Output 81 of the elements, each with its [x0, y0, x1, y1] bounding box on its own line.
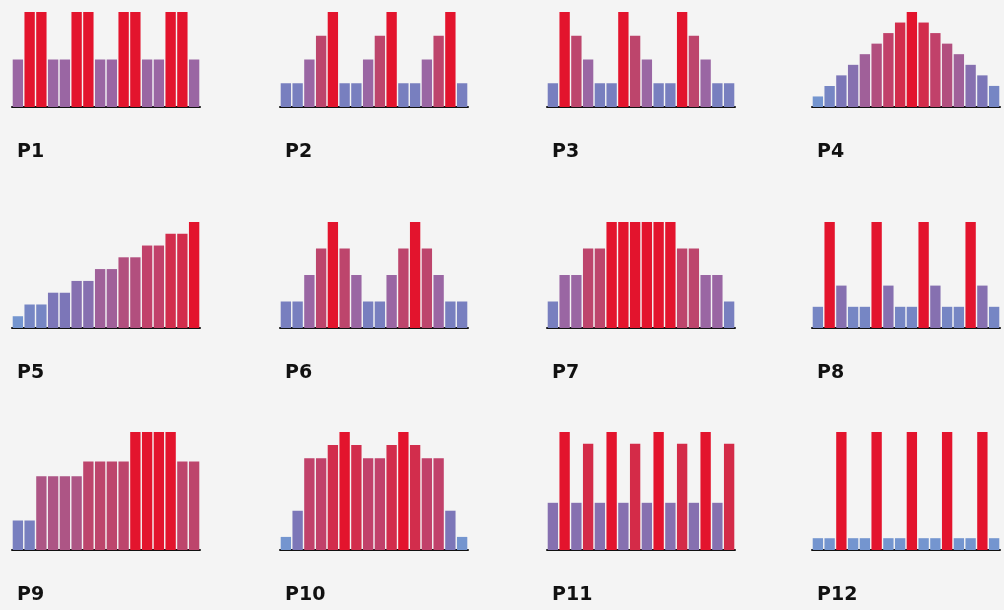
bar: [824, 85, 835, 107]
bar: [559, 12, 570, 107]
bar: [894, 22, 906, 107]
bar: [339, 432, 350, 550]
text: P5: [17, 359, 45, 382]
bar: [106, 269, 118, 328]
bar: [327, 12, 339, 107]
bar: [883, 33, 894, 107]
text: P8: [817, 359, 845, 382]
bar: [906, 12, 918, 107]
bar: [94, 269, 106, 328]
text: P7: [552, 359, 580, 382]
bar: [374, 301, 386, 328]
bar: [582, 248, 594, 328]
bar: [374, 458, 386, 550]
bar: [362, 59, 374, 107]
text: P1: [17, 138, 45, 161]
bar: [676, 12, 688, 107]
bar: [988, 85, 1000, 107]
text: P9: [17, 581, 45, 604]
bar: [445, 510, 456, 550]
bar: [700, 59, 711, 107]
bar: [304, 59, 315, 107]
bar: [582, 59, 594, 107]
bar: [409, 445, 421, 550]
bar: [374, 35, 386, 107]
bar: [629, 35, 641, 107]
bar: [280, 536, 292, 550]
bar: [918, 22, 929, 107]
bar: [445, 12, 456, 107]
bar: [871, 43, 882, 107]
bar: [812, 96, 824, 107]
bar: [547, 83, 559, 107]
text: P12: [817, 581, 858, 604]
bar: [409, 222, 421, 328]
bar: [456, 83, 468, 107]
bar: [723, 301, 735, 328]
bar: [351, 445, 362, 550]
bar: [12, 316, 24, 328]
bar: [327, 222, 339, 328]
bar: [941, 43, 953, 107]
bar: [386, 445, 397, 550]
text: P4: [817, 138, 845, 161]
bar: [421, 59, 433, 107]
bar: [594, 248, 606, 328]
text: P11: [552, 581, 593, 604]
bar: [456, 536, 468, 550]
bar: [547, 301, 559, 328]
bar: [953, 54, 965, 107]
text: P6: [285, 359, 313, 382]
text: P2: [285, 138, 313, 161]
bar: [688, 35, 700, 107]
bar: [398, 432, 409, 550]
bar: [433, 35, 444, 107]
bar: [304, 275, 315, 328]
bar: [47, 292, 59, 328]
bar: [292, 510, 303, 550]
bar: [571, 35, 582, 107]
bar: [641, 59, 653, 107]
bar: [315, 248, 327, 328]
bar: [676, 248, 688, 328]
bar: [398, 248, 409, 328]
bar: [930, 33, 941, 107]
bar: [386, 275, 397, 328]
bar: [362, 458, 374, 550]
bar: [433, 275, 444, 328]
bar: [688, 248, 700, 328]
bar: [188, 222, 200, 328]
bar: [153, 245, 165, 328]
bar: [351, 275, 362, 328]
bar: [141, 245, 153, 328]
bar: [315, 35, 327, 107]
text: P3: [552, 138, 580, 161]
bar: [421, 248, 433, 328]
bar: [859, 54, 871, 107]
bar: [618, 12, 629, 107]
text: P10: [285, 581, 326, 604]
bar: [339, 248, 350, 328]
bar: [386, 12, 397, 107]
bar: [362, 301, 374, 328]
bar: [327, 445, 339, 550]
